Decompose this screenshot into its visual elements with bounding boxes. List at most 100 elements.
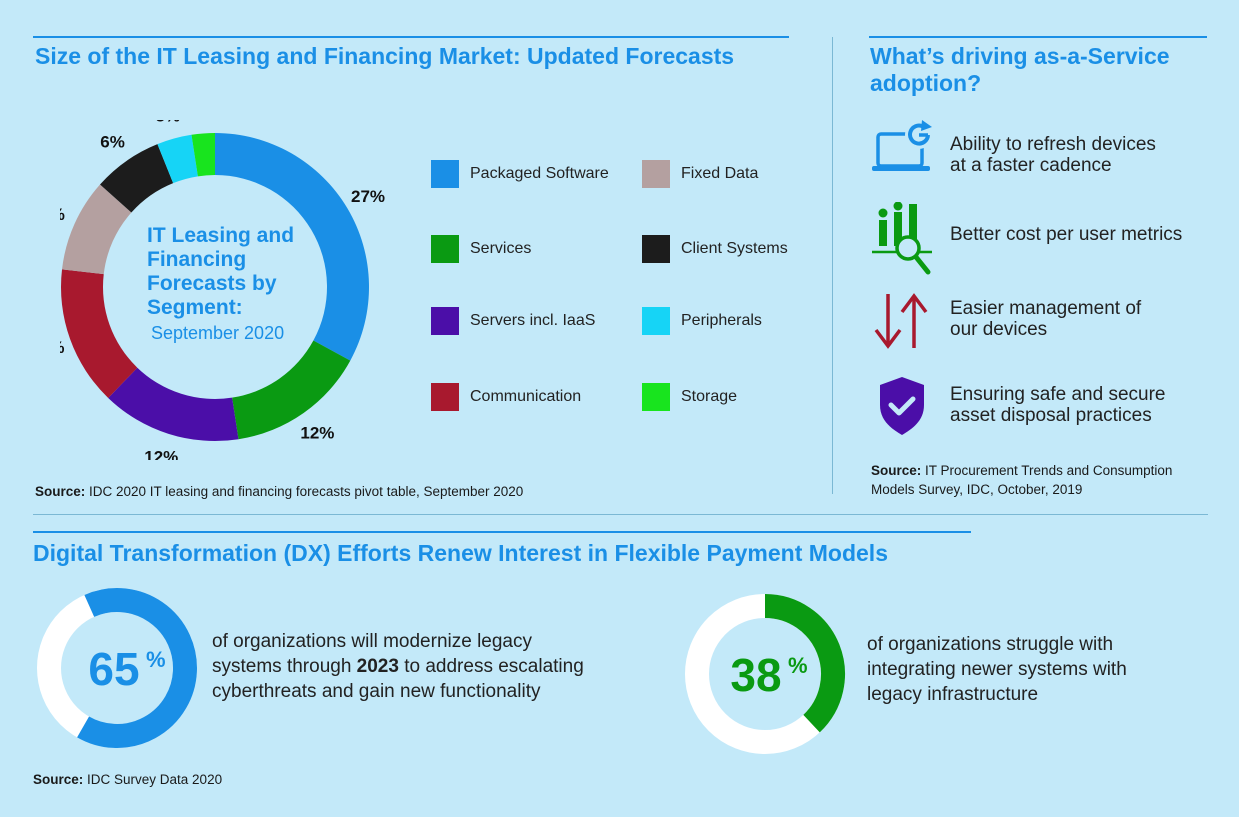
market-size-title: Size of the IT Leasing and Financing Mar…	[35, 43, 735, 69]
driver-3-text: Easier management of our devices	[950, 298, 1141, 340]
stat-65-percent: %	[146, 647, 166, 672]
legend-label-packaged-software: Packaged Software	[470, 165, 609, 182]
legend-swatch-client-systems	[642, 235, 670, 263]
legend-item-client-systems: Client Systems	[642, 235, 788, 263]
slice-storage	[191, 133, 215, 177]
legend-swatch-storage	[642, 383, 670, 411]
stat-65-ring: 65 %	[37, 588, 197, 748]
legend-swatch-peripherals	[642, 307, 670, 335]
slice-label-fixed-data: 8%	[60, 205, 65, 224]
driver-3-line1: Easier management of	[950, 298, 1142, 319]
stat-38-ring: 38 %	[685, 594, 845, 754]
left-source-text: IDC 2020 IT leasing and financing foreca…	[85, 484, 524, 499]
right-source-note: Source: IT Procurement Trends and Consum…	[871, 461, 1172, 499]
legend-label-communication: Communication	[470, 388, 582, 405]
legend-swatch-fixed-data	[642, 160, 670, 188]
stat-65-line1: of organizations will modernize legacy	[212, 631, 532, 652]
stat-65-ring-fill	[77, 588, 197, 748]
legend-item-services: Services	[431, 235, 531, 263]
stat-65-year: 2023	[356, 656, 399, 677]
up-down-arrows-icon	[874, 293, 928, 349]
slice-fixed-data	[62, 184, 132, 275]
stat-38-line3: legacy infrastructure	[867, 684, 1039, 705]
legend-label-storage: Storage	[681, 388, 738, 405]
stat-38-line1: of organizations struggle with	[867, 634, 1114, 655]
left-source-label: Source:	[35, 484, 86, 499]
stat-65-line2-pre: systems through	[212, 656, 357, 677]
legend-item-storage: Storage	[642, 383, 737, 411]
driver-1-line2: at a faster cadence	[950, 155, 1112, 176]
legend-label-servers-incl-iaas: Servers incl. IaaS	[470, 312, 596, 329]
stat-65-line2-post: to address escalating	[398, 656, 584, 677]
driver-4-text: Ensuring safe and secure asset disposal …	[950, 384, 1165, 426]
right-title-rule	[869, 36, 1207, 38]
slice-label-client-systems: 6%	[100, 132, 125, 151]
driver-easier-management: Easier management of our devices	[870, 290, 1210, 354]
left-source-note: Source: IDC 2020 IT leasing and financin…	[35, 482, 523, 501]
legend-label-services: Services	[470, 240, 532, 257]
donut-center-title: IT Leasing and Financing Forecasts by Se…	[147, 224, 295, 319]
driver-2-text: Better cost per user metrics	[950, 224, 1182, 245]
legend-label-client-systems: Client Systems	[681, 240, 788, 257]
legend-label-fixed-data: Fixed Data	[681, 165, 759, 182]
right-source-label: Source:	[871, 463, 922, 478]
left-title-rule	[33, 36, 789, 38]
slice-label-servers-incl-iaas: 12%	[144, 448, 178, 460]
right-source-line2: Models Survey, IDC, October, 2019	[871, 482, 1083, 497]
driver-1-text: Ability to refresh devices at a faster c…	[950, 134, 1156, 176]
legend-swatch-servers-incl-iaas	[431, 307, 459, 335]
driver-4-line1: Ensuring safe and secure	[950, 384, 1166, 405]
cost-metrics-magnifier-icon	[872, 202, 932, 275]
driver-refresh-devices: Ability to refresh devices at a faster c…	[870, 118, 1210, 182]
slice-client-systems	[100, 144, 174, 213]
dx-title: Digital Transformation (DX) Efforts Rene…	[33, 540, 888, 566]
stat-65-line2: systems through 2023 to address escalati…	[212, 654, 584, 679]
legend-swatch-services	[431, 235, 459, 263]
slice-label-services: 12%	[300, 424, 334, 443]
legend-item-communication: Communication	[431, 383, 581, 411]
segment-donut-chart: 27%12%12%12%8%6%3%2%	[60, 120, 385, 460]
stat-65-number: 65	[88, 643, 139, 695]
drivers-title: What’s driving as-a-Service adoption?	[870, 43, 1170, 97]
slice-servers-incl-iaas	[108, 367, 239, 442]
laptop-refresh-icon	[872, 120, 933, 171]
legend-item-fixed-data: Fixed Data	[642, 160, 758, 188]
slice-peripherals	[157, 134, 198, 184]
slice-label-packaged-software: 27%	[351, 187, 385, 206]
slice-packaged-software	[215, 133, 369, 361]
donut-center-subtitle: September 2020	[151, 323, 285, 343]
legend-item-servers-incl-iaas: Servers incl. IaaS	[431, 307, 595, 335]
stat-65-text: of organizations will modernize legacy s…	[212, 629, 584, 704]
drivers-title-line2: adoption?	[870, 70, 982, 96]
section-vertical-divider	[832, 37, 833, 494]
stat-38-text: of organizations struggle with integrati…	[867, 632, 1127, 707]
bottom-source-note: Source: IDC Survey Data 2020	[33, 770, 222, 789]
right-source-line1: IT Procurement Trends and Consumption	[921, 463, 1173, 478]
stat-65-line3: cyberthreats and gain new functionality	[212, 681, 541, 702]
legend-swatch-communication	[431, 383, 459, 411]
driver-3-line2: our devices	[950, 319, 1048, 340]
legend-item-peripherals: Peripherals	[642, 307, 762, 335]
stat-38-ring-fill	[764, 594, 845, 733]
driver-safe-disposal: Ensuring safe and secure asset disposal …	[870, 375, 1210, 439]
stat-38-line2: integrating newer systems with	[867, 659, 1127, 680]
driver-4-line2: asset disposal practices	[950, 405, 1152, 426]
stat-38-percent: %	[788, 653, 808, 678]
bottom-title-rule	[33, 531, 971, 533]
bottom-source-label: Source:	[33, 772, 84, 787]
slice-services	[232, 340, 351, 440]
section-horizontal-divider	[33, 514, 1208, 515]
legend-item-packaged-software: Packaged Software	[431, 160, 609, 188]
driver-cost-metrics: Better cost per user metrics	[870, 202, 1210, 275]
slice-label-peripherals: 3%	[156, 120, 181, 125]
legend-swatch-packaged-software	[431, 160, 459, 188]
shield-check-icon	[880, 377, 924, 435]
legend-label-peripherals: Peripherals	[681, 312, 762, 329]
slice-label-communication: 12%	[60, 338, 64, 357]
stat-38-number: 38	[730, 649, 781, 701]
driver-2-line1: Better cost per user metrics	[950, 224, 1183, 245]
bottom-source-text: IDC Survey Data 2020	[83, 772, 223, 787]
slice-communication	[60, 269, 138, 398]
driver-1-line1: Ability to refresh devices	[950, 134, 1156, 155]
drivers-title-line1: What’s driving as-a-Service	[870, 43, 1170, 69]
